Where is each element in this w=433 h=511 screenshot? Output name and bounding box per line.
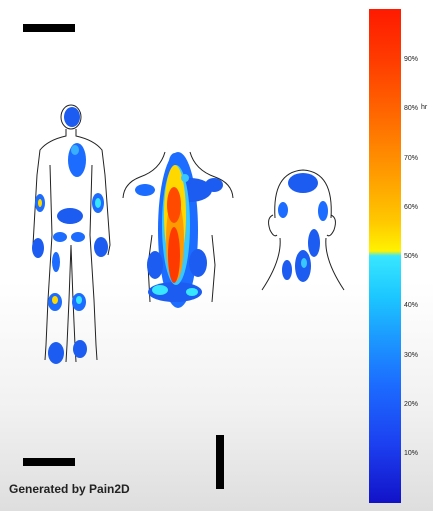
credit-text: Generated by Pain2D — [9, 482, 130, 496]
colorbar — [369, 9, 401, 503]
colorbar-tick: 50% — [404, 253, 418, 260]
colorbar-tick: 40% — [404, 302, 418, 309]
colorbar-unit: hr — [421, 104, 427, 111]
colorbar-tick: 60% — [404, 204, 418, 211]
colorbar-tick: 30% — [404, 352, 418, 359]
head-back-pain — [278, 173, 328, 282]
colorbar-tick: 70% — [404, 155, 418, 162]
front-body-icon — [33, 105, 110, 362]
colorbar-tick: 20% — [404, 401, 418, 408]
front-body-pain — [32, 107, 108, 364]
colorbar-tick: 80% — [404, 105, 418, 112]
colorbar-tick: 10% — [404, 450, 418, 457]
colorbar-tick: 90% — [404, 56, 418, 63]
